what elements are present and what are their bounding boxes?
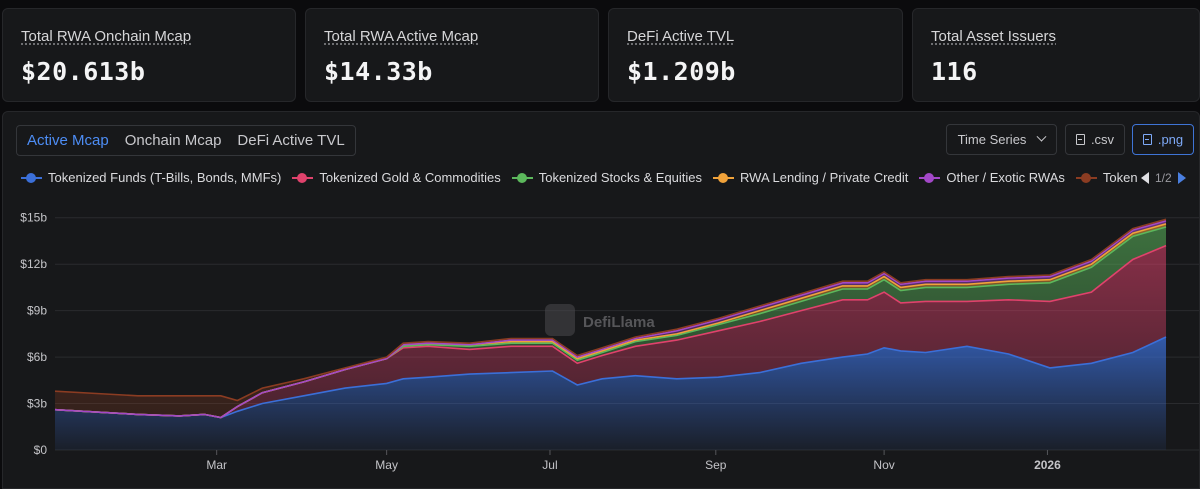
stat-label[interactable]: DeFi Active TVL [627,28,735,45]
y-tick-label: $12b [20,257,47,271]
x-tick-label: May [375,458,398,472]
x-tick-label: Jul [542,458,557,472]
area-5 [55,219,1166,418]
watermark-text: DefiLlama [583,314,655,331]
stat-value: $14.33b [324,57,433,86]
tab-defi-active-tvl[interactable]: DeFi Active TVL [237,132,345,149]
tab-onchain-mcap[interactable]: Onchain Mcap [124,132,222,149]
area-0 [55,337,1166,450]
time-series-dropdown[interactable]: Time Series [946,124,1057,155]
legend-item[interactable]: Other / Exotic RWAs [919,170,1065,185]
watermark: DefiLlama [545,304,655,336]
legend-swatch [713,172,735,183]
legend-swatch [919,172,941,183]
stat-label[interactable]: Total Asset Issuers [931,28,1057,45]
stat-label[interactable]: Total RWA Active Mcap [324,28,479,45]
csv-download-button[interactable]: .csv [1065,124,1125,155]
series-line-5 [54,218,1167,402]
legend-item[interactable]: Tokenized Gold & Commodities [292,170,501,185]
prev-page-icon[interactable] [1141,172,1149,184]
chart-canvas[interactable]: $0 $3b $6b $9b $12b $15b Mar May Jul Sep Nov 2026 De… [3,112,1200,489]
metric-tabs: Active Mcap Onchain Mcap DeFi Active TVL [16,125,356,156]
stat-card-defi-tvl: DeFi Active TVL $1.209b [608,8,903,102]
stat-value: $1.209b [627,57,736,86]
stat-card-active-mcap: Total RWA Active Mcap $14.33b [305,8,599,102]
stat-card-asset-issuers: Total Asset Issuers 116 [912,8,1200,102]
file-icon [1075,134,1085,145]
stat-label[interactable]: Total RWA Onchain Mcap [21,28,192,45]
png-download-button[interactable]: .png [1132,124,1194,155]
series-line-0 [54,336,1167,419]
x-tick-label: 2026 [1034,458,1061,472]
legend-label: Tokenized Stocks & Equities [538,170,703,185]
llama-logo [545,304,575,336]
legend-label: Tokenize [1102,170,1137,185]
x-tick-label: Sep [705,458,727,472]
x-tick-label: Mar [206,458,227,472]
series-line-4 [54,220,1167,419]
tab-active-mcap[interactable]: Active Mcap [27,132,109,149]
legend-swatch [21,172,42,183]
x-tick-label: Nov [873,458,894,472]
legend-page-indicator: 1/2 [1155,171,1172,185]
legend-item[interactable]: Tokenize [1075,170,1137,185]
stat-value: $20.613b [21,57,146,86]
csv-label: .csv [1090,132,1115,147]
legend-label: Tokenized Funds (T-Bills, Bonds, MMFs) [48,170,282,185]
legend-swatch [1075,172,1097,183]
legend-label: RWA Lending / Private Credit [740,170,909,185]
y-tick-label: $3b [27,397,47,411]
area-1 [55,245,1166,418]
chevron-down-icon [1036,131,1047,142]
png-label: .png [1157,132,1184,147]
y-tick-label: $9b [27,304,47,318]
legend-pager: 1/2 [1141,171,1186,185]
legend-swatch [292,172,314,183]
image-icon [1142,134,1152,145]
legend-swatch [511,172,533,183]
stat-value: 116 [931,57,978,86]
legend-label: Tokenized Gold & Commodities [319,170,501,185]
legend: Tokenized Funds (T-Bills, Bonds, MMFs) To… [21,170,1137,190]
time-series-label: Time Series [957,132,1027,147]
legend-item[interactable]: Tokenized Funds (T-Bills, Bonds, MMFs) [21,170,281,185]
next-page-icon[interactable] [1177,172,1186,184]
y-tick-label: $15b [20,211,47,225]
legend-item[interactable]: Tokenized Stocks & Equities [511,170,703,185]
chart-panel: $0 $3b $6b $9b $12b $15b Mar May Jul Sep Nov 2026 De… [2,111,1200,489]
legend-item[interactable]: RWA Lending / Private Credit [713,170,908,185]
legend-label: Other / Exotic RWAs [946,170,1065,185]
stat-card-onchain-mcap: Total RWA Onchain Mcap $20.613b [2,8,296,102]
y-tick-label: $0 [34,443,48,457]
y-tick-label: $6b [27,350,47,364]
